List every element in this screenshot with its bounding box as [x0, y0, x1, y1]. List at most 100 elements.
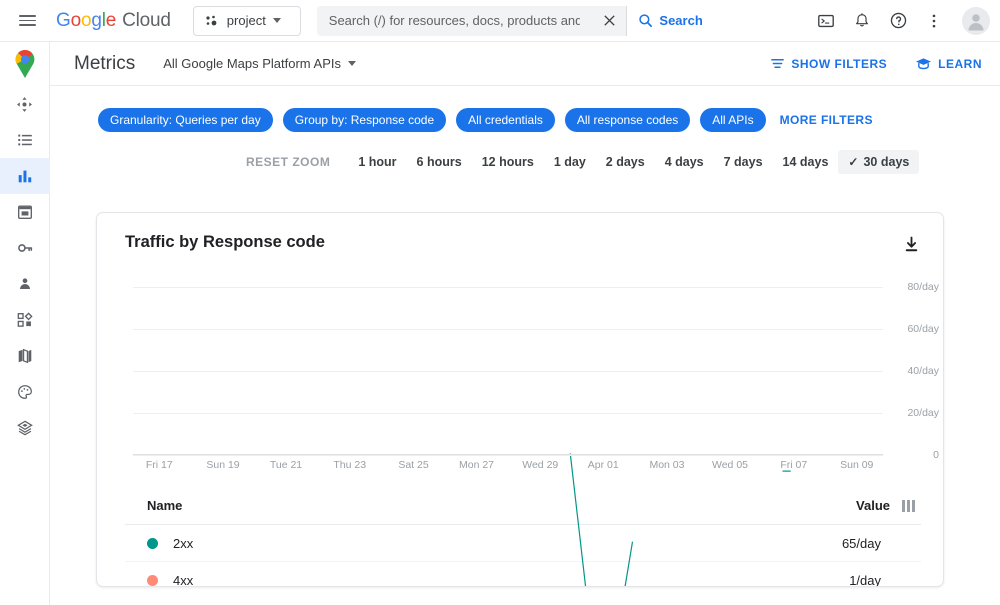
- x-axis-tick-label: Wed 05: [712, 459, 748, 471]
- api-selector[interactable]: All Google Maps Platform APIs: [163, 56, 356, 71]
- search-button[interactable]: Search: [626, 5, 717, 36]
- series-name: 2xx: [173, 535, 194, 551]
- filter-icon: [771, 59, 785, 68]
- chart-x-axis-labels: Fri 17 Sun 19 Tue 21 Thu 23 Sat 25 Mon 27 Wed …: [133, 455, 883, 473]
- gridline: [133, 287, 883, 289]
- left-navigation-rail: [0, 42, 50, 605]
- search-icon: [639, 14, 653, 27]
- map-icon: [18, 348, 31, 364]
- global-search: Search: [316, 5, 717, 36]
- palette-icon: [17, 385, 32, 399]
- account-avatar[interactable]: [962, 6, 990, 35]
- chart-title: Traffic by Response code: [125, 233, 325, 251]
- page-header-bar: Metrics All Google Maps Platform APIs SH…: [0, 42, 1000, 86]
- column-header-name: Name: [147, 498, 183, 513]
- chart-plot-area: 0 20/day 40/day 60/day 80/day: [133, 277, 939, 456]
- gridline: [133, 413, 883, 415]
- google-maps-platform-logo: [0, 42, 50, 86]
- table-row[interactable]: 2xx 65/day: [125, 525, 921, 562]
- sidebar-item-map-management[interactable]: [0, 338, 50, 374]
- top-bar-icons: [800, 5, 990, 37]
- help-icon[interactable]: [882, 5, 914, 37]
- range-7-days[interactable]: 7 days: [723, 155, 763, 169]
- range-14-days[interactable]: 14 days: [782, 155, 829, 169]
- table-row[interactable]: 4xx 1/day: [125, 562, 921, 587]
- chevron-down-icon: [272, 18, 281, 23]
- range-1-hour[interactable]: 1 hour: [358, 155, 397, 169]
- x-axis-tick-label: Mon 03: [649, 459, 685, 471]
- chevron-down-icon: [347, 61, 356, 66]
- close-icon[interactable]: [592, 6, 626, 36]
- chip-credentials[interactable]: All credentials: [456, 108, 555, 132]
- series-color-dot: [147, 574, 158, 586]
- calendar-icon: [17, 205, 32, 219]
- key-icon: [17, 244, 32, 252]
- sidebar-item-map-styles[interactable]: [0, 374, 50, 410]
- sidebar-item-metrics[interactable]: [0, 158, 50, 194]
- x-axis-tick-label: Wed 29: [522, 459, 559, 471]
- time-range-selector: RESET ZOOM 1 hour 6 hours 12 hours 1 day…: [50, 132, 1000, 174]
- sidebar-item-oauth[interactable]: [0, 266, 50, 302]
- move-arrows-icon: [17, 96, 32, 112]
- series-line-2xx: [570, 453, 632, 587]
- y-axis-tick-label: 0: [933, 449, 939, 461]
- x-axis-tick-label: Fri 17: [145, 459, 173, 471]
- x-axis-tick-label: Tue 21: [269, 459, 303, 471]
- metrics-content: Granularity: Queries per day Group by: R…: [50, 86, 1000, 605]
- sidebar-item-reports[interactable]: [0, 194, 50, 230]
- range-1-day[interactable]: 1 day: [553, 155, 586, 169]
- gridline: [133, 329, 883, 331]
- sidebar-item-datasets[interactable]: [0, 410, 50, 446]
- notifications-icon[interactable]: [846, 5, 878, 37]
- more-filters-button[interactable]: MORE FILTERS: [779, 113, 873, 127]
- hamburger-menu-icon[interactable]: [12, 6, 42, 36]
- gridline: [133, 371, 883, 373]
- project-name: project: [226, 13, 266, 28]
- gridline: [133, 455, 883, 456]
- y-axis-tick-label: 80/day: [907, 281, 939, 294]
- x-axis-tick-label: Sat 25: [398, 459, 429, 471]
- series-color-dot: [147, 537, 158, 549]
- x-axis-line: [133, 454, 883, 455]
- chip-apis[interactable]: All APIs: [700, 108, 766, 132]
- show-filters-button[interactable]: SHOW FILTERS: [770, 56, 887, 71]
- y-axis-tick-label: 60/day: [907, 323, 939, 336]
- sidebar-item-credentials[interactable]: [0, 230, 50, 266]
- project-selector[interactable]: project: [192, 5, 301, 36]
- range-30-days-label: 30 days: [863, 155, 910, 169]
- check-icon: ✓: [848, 155, 859, 169]
- chip-group-by[interactable]: Group by: Response code: [282, 108, 447, 132]
- range-6-hours[interactable]: 6 hours: [416, 155, 462, 169]
- search-input[interactable]: [316, 13, 593, 28]
- range-2-days[interactable]: 2 days: [605, 155, 645, 169]
- range-30-days[interactable]: ✓ 30 days: [838, 150, 920, 174]
- filter-chips: Granularity: Queries per day Group by: R…: [50, 86, 1000, 132]
- chart-series-layer: [133, 277, 883, 587]
- range-4-days[interactable]: 4 days: [664, 155, 704, 169]
- series-value: 1/day: [849, 572, 881, 587]
- layers-icon: [16, 420, 33, 436]
- sidebar-item-places[interactable]: [0, 302, 50, 338]
- chip-granularity[interactable]: Granularity: Queries per day: [98, 108, 273, 132]
- chip-response-codes[interactable]: All response codes: [564, 108, 691, 132]
- sidebar-item-overview[interactable]: [0, 86, 50, 122]
- list-icon: [17, 134, 32, 146]
- bar-chart-icon: [18, 170, 31, 183]
- search-button-label: Search: [659, 13, 703, 28]
- columns-icon[interactable]: [902, 499, 915, 512]
- y-axis-tick-label: 40/day: [907, 365, 939, 378]
- more-options-icon[interactable]: [918, 5, 950, 37]
- table-header-row: Name Value: [125, 487, 921, 525]
- download-icon[interactable]: [902, 233, 921, 259]
- sidebar-item-apis[interactable]: [0, 122, 50, 158]
- cloud-shell-icon[interactable]: [810, 5, 842, 37]
- x-axis-tick-label: Sun 09: [840, 459, 874, 471]
- learn-label: LEARN: [938, 56, 982, 71]
- reset-zoom-button[interactable]: RESET ZOOM: [246, 155, 331, 169]
- learn-button[interactable]: LEARN: [915, 56, 982, 71]
- project-dots-icon: [206, 15, 217, 25]
- column-header-value: Value: [856, 498, 890, 513]
- range-12-hours[interactable]: 12 hours: [481, 155, 534, 169]
